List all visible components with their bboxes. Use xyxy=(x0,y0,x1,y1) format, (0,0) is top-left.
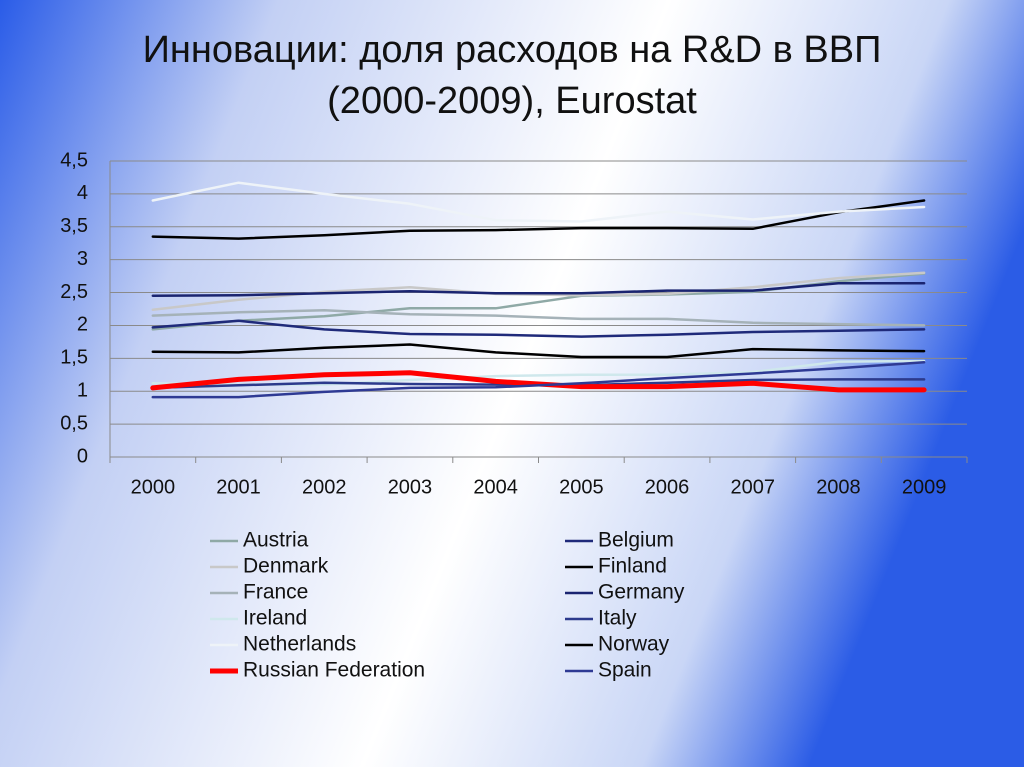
x-tick-label: 2005 xyxy=(559,476,604,498)
legend-label: Germany xyxy=(598,581,685,604)
legend-label: France xyxy=(243,581,308,604)
series-line xyxy=(151,282,926,298)
y-tick-label: 4 xyxy=(77,182,88,204)
legend-label: Italy xyxy=(598,607,637,630)
series-line xyxy=(151,181,926,223)
y-tick-label: 1,5 xyxy=(60,347,88,369)
x-tick-label: 2001 xyxy=(216,476,261,498)
y-tick-label: 3,5 xyxy=(60,215,88,237)
x-tick-label: 2006 xyxy=(645,476,690,498)
y-tick-label: 2,5 xyxy=(60,281,88,303)
legend-label: Norway xyxy=(598,633,670,656)
legend-label: Spain xyxy=(598,659,652,682)
legend-label: Netherlands xyxy=(243,633,356,656)
series-line xyxy=(151,361,926,399)
legend-label: Austria xyxy=(243,529,309,552)
series-line xyxy=(151,309,926,327)
y-tick-label: 3 xyxy=(77,248,88,270)
series-line xyxy=(151,319,926,338)
x-tick-label: 2004 xyxy=(473,476,518,498)
x-tick-label: 2000 xyxy=(131,476,176,498)
y-tick-label: 0,5 xyxy=(60,412,88,434)
series-line xyxy=(150,370,927,393)
y-tick-label: 1 xyxy=(77,380,88,402)
legend-label: Denmark xyxy=(243,555,329,578)
x-tick-label: 2007 xyxy=(731,476,776,498)
x-tick-label: 2003 xyxy=(388,476,433,498)
legend-label: Russian Federation xyxy=(243,659,425,682)
x-tick-label: 2002 xyxy=(302,476,347,498)
series-line xyxy=(151,343,926,359)
x-tick-label: 2009 xyxy=(902,476,947,498)
x-tick-label: 2008 xyxy=(816,476,861,498)
legend-label: Belgium xyxy=(598,529,674,552)
legend-label: Finland xyxy=(598,555,667,578)
series-line xyxy=(151,199,926,240)
legend-label: Ireland xyxy=(243,607,307,630)
y-tick-label: 2 xyxy=(77,314,88,336)
y-tick-label: 4,5 xyxy=(60,149,88,171)
series-line xyxy=(151,271,926,311)
chart-subtitle: (2000-2009), Eurostat xyxy=(327,80,697,122)
y-tick-label: 0 xyxy=(77,445,88,467)
chart-title: Инновации: доля расходов на R&D в ВВП xyxy=(143,29,882,71)
